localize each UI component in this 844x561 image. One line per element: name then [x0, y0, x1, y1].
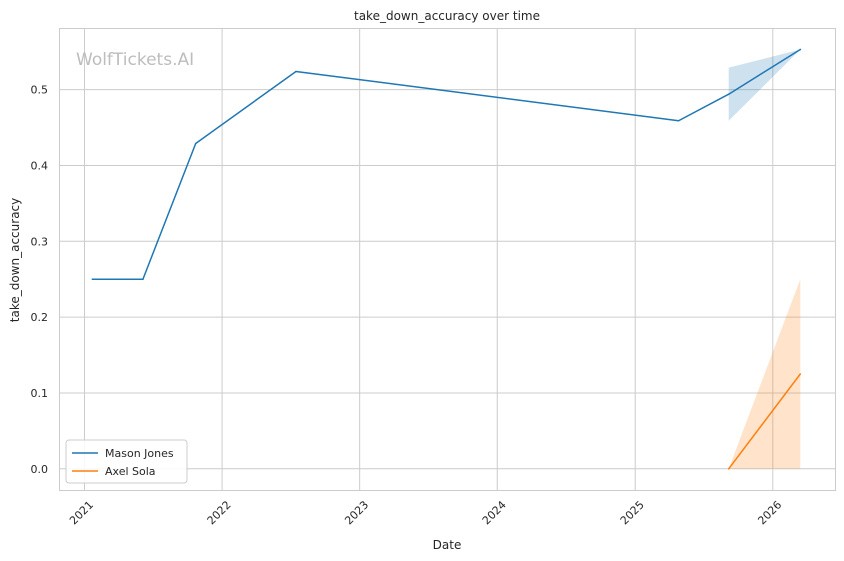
x-axis-title: Date [433, 538, 462, 552]
data-point-series-0-3 [295, 70, 297, 73]
grid [60, 29, 835, 490]
series-lines [91, 48, 802, 470]
data-point-series-0-0 [91, 278, 94, 281]
legend-label: Axel Sola [105, 465, 156, 478]
series-line-1 [728, 373, 801, 470]
data-point-series-0-4 [677, 119, 680, 122]
confidence-band-series-1 [728, 279, 801, 469]
x-tick-label: 2022 [205, 498, 234, 527]
legend-label: Mason Jones [105, 447, 174, 460]
data-point-series-0-5 [727, 93, 730, 96]
data-point-series-0-1 [142, 278, 144, 281]
confidence-bands [728, 49, 801, 469]
plot-area-frame [59, 28, 836, 491]
legend: Mason Jones Axel Sola [65, 439, 188, 484]
data-point-series-1-0 [727, 467, 730, 470]
data-point-series-1-1 [799, 373, 802, 375]
x-tick-label: 2026 [755, 498, 784, 527]
y-tick-label: 0.2 [31, 311, 49, 324]
legend-box [65, 439, 188, 484]
data-point-series-0-6 [799, 48, 802, 51]
series-line-0 [92, 48, 801, 280]
y-tick-label: 0.0 [31, 463, 49, 476]
y-tick-label: 0.1 [31, 387, 49, 400]
x-axis-ticks: 2021 2022 2023 2024 2025 2026 [67, 498, 784, 527]
x-tick-label: 2025 [618, 498, 647, 527]
x-tick-label: 2021 [67, 498, 96, 527]
y-tick-label: 0.4 [31, 159, 49, 172]
y-tick-label: 0.3 [31, 235, 49, 248]
confidence-band-series-0 [728, 49, 801, 121]
x-tick-label: 2023 [342, 498, 371, 527]
y-axis-ticks: 0.0 0.1 0.2 0.3 0.4 0.5 [31, 84, 49, 476]
data-point-series-0-2 [194, 142, 197, 145]
y-tick-label: 0.5 [31, 84, 49, 97]
chart-title: take_down_accuracy over time [354, 9, 540, 23]
x-tick-label: 2024 [480, 498, 509, 527]
y-axis-title: take_down_accuracy [8, 198, 22, 322]
watermark: WolfTickets.AI [76, 50, 194, 70]
